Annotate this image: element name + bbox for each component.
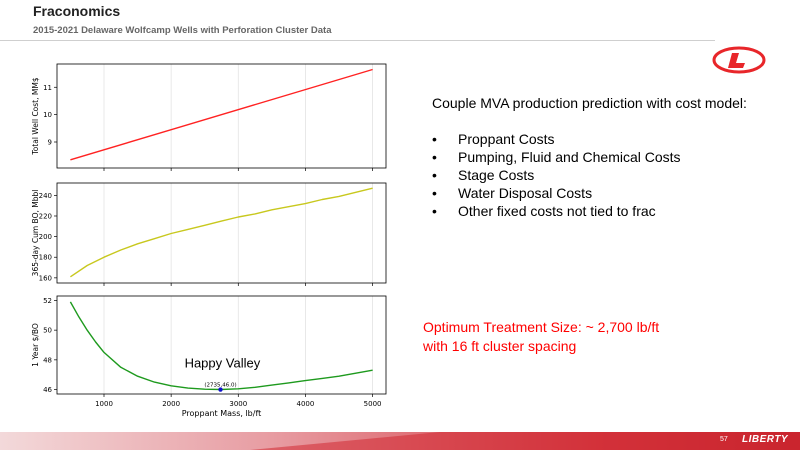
list-item-text: Pumping, Fluid and Chemical Costs — [458, 149, 681, 165]
y-tick-label: 220 — [39, 212, 52, 220]
dollar-per-bo-panel: 1000 2000 3000 4000 5000 46 48 50 52 1 Year $/BO P… — [31, 295, 387, 418]
list-item-text: Water Disposal Costs — [458, 185, 593, 201]
y-tick-label: 50 — [43, 327, 52, 335]
list-item: • Other fixed costs not tied to frac — [432, 202, 747, 220]
optimum-line-2: with 16 ft cluster spacing — [423, 338, 577, 354]
y-tick-label: 200 — [39, 233, 52, 241]
cost-model-heading: Couple MVA production prediction with co… — [432, 95, 747, 111]
y-axis-label: 1 Year $/BO — [31, 323, 40, 367]
cost-model-panel: Couple MVA production prediction with co… — [432, 94, 747, 220]
footer-bar — [0, 432, 800, 450]
y-axis-label: Total Well Cost, MM$ — [31, 77, 40, 155]
y-tick-label: 46 — [43, 386, 52, 394]
x-tick-label: 4000 — [297, 400, 315, 408]
page-title: Fraconomics — [33, 3, 121, 19]
liberty-l-logo-icon — [712, 46, 766, 74]
logo-ring — [712, 46, 766, 74]
list-item: • Stage Costs — [432, 166, 747, 184]
y-axis-label: 365-day Cum BO, Mbbl — [31, 190, 40, 277]
series-line — [70, 68, 373, 161]
list-item: • Proppant Costs — [432, 130, 747, 148]
happy-valley-annotation: Happy Valley — [185, 355, 261, 370]
bullet-icon: • — [432, 167, 437, 183]
plot-frame — [56, 295, 387, 395]
bullet-icon: • — [432, 203, 437, 219]
page-subtitle: 2015-2021 Delaware Wolfcamp Wells with P… — [33, 25, 332, 36]
x-axis-label: Proppant Mass, lb/ft — [182, 409, 262, 418]
plot-frame — [56, 182, 387, 284]
y-tick-label: 160 — [39, 274, 52, 282]
series-line — [70, 187, 373, 278]
x-tick-label: 3000 — [229, 400, 247, 408]
logo-letter — [728, 53, 745, 68]
y-tick-label: 10 — [43, 111, 52, 119]
optimum-callout: Optimum Treatment Size: ~ 2,700 lb/ft wi… — [423, 318, 659, 356]
cost-list: • Proppant Costs • Pumping, Fluid and Chem… — [432, 130, 747, 220]
optimum-point — [218, 387, 223, 392]
optimum-point-label: (2735,46.0) — [204, 383, 236, 389]
list-item-text: Stage Costs — [458, 167, 535, 183]
list-item: • Water Disposal Costs — [432, 184, 747, 202]
x-tick-label: 5000 — [364, 400, 382, 408]
series-line — [69, 301, 373, 391]
bullet-icon: • — [432, 185, 437, 201]
y-tick-label: 180 — [39, 254, 52, 262]
page-number: 57 — [720, 436, 728, 443]
list-item: • Pumping, Fluid and Chemical Costs — [432, 148, 747, 166]
header-divider — [0, 40, 715, 41]
x-tick-label: 2000 — [162, 400, 180, 408]
y-tick-label: 52 — [43, 297, 52, 305]
y-tick-label: 48 — [43, 356, 52, 364]
bullet-icon: • — [432, 131, 437, 147]
list-item-text: Proppant Costs — [458, 131, 555, 147]
optimum-line-1: Optimum Treatment Size: ~ 2,700 lb/ft — [423, 319, 660, 335]
x-tick-label: 1000 — [95, 400, 113, 408]
liberty-wordmark: LIBERTY — [742, 434, 789, 445]
plot-frame — [56, 63, 387, 169]
bullet-icon: • — [432, 149, 437, 165]
list-item-text: Other fixed costs not tied to frac — [458, 203, 656, 219]
y-tick-label: 240 — [39, 192, 52, 200]
y-tick-label: 9 — [48, 139, 52, 147]
footer-accent — [250, 432, 800, 450]
y-tick-label: 11 — [43, 84, 52, 92]
